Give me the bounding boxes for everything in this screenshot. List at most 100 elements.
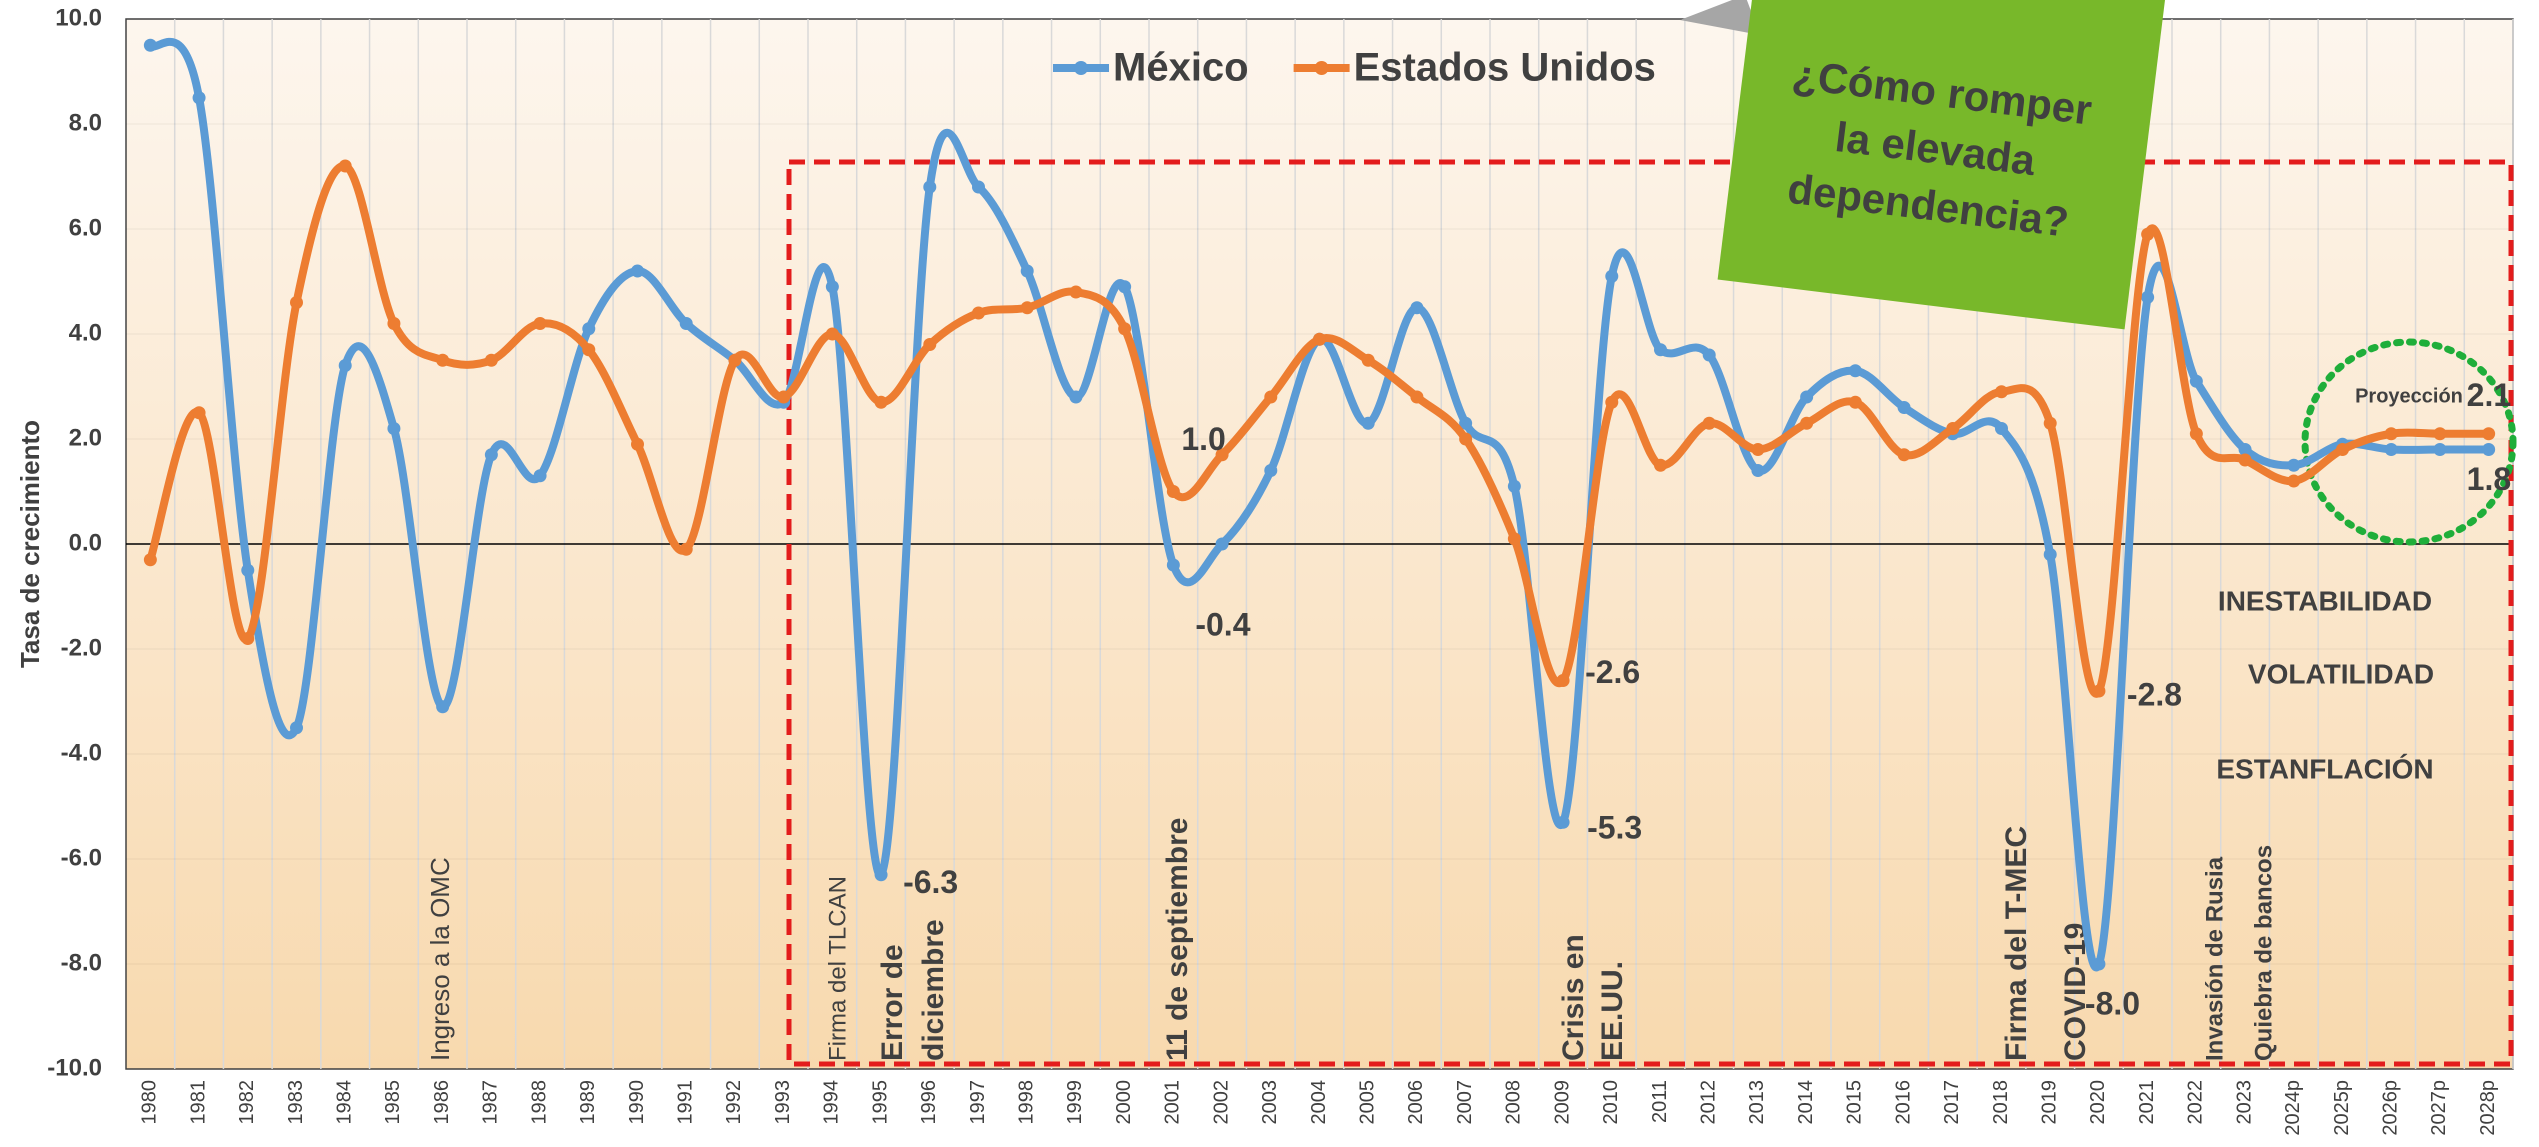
data-point [582,343,595,356]
x-tick-label: 2019 [2038,1080,2060,1125]
data-point [1021,301,1034,314]
x-tick-label: 2018 [1990,1080,2012,1125]
data-point [1995,422,2008,435]
x-tick-label: 1989 [577,1080,599,1125]
data-point [2482,443,2495,456]
x-tick-label: 2020 [2087,1080,2109,1125]
x-tick-label: 2015 [1844,1080,1866,1125]
x-tick-label: 1999 [1064,1080,1086,1125]
data-point [2044,548,2057,561]
data-label: -6.3 [903,864,958,900]
data-label: 2.1 [2467,377,2511,413]
event-annotation: diciembre [917,919,950,1061]
x-tick-label: 1981 [187,1080,209,1125]
data-label: -0.4 [1195,606,1250,642]
y-tick-label: -8.0 [61,949,102,976]
data-point [193,406,206,419]
data-point [2336,443,2349,456]
x-tick-label: 2006 [1405,1080,1427,1125]
x-tick-label: 2002 [1210,1080,1232,1125]
x-tick-label: 1995 [869,1080,891,1125]
chart: -10.0-8.0-6.0-4.0-2.00.02.04.06.08.010.0… [0,0,2539,1147]
data-point [1216,538,1229,551]
x-tick-label: 1997 [967,1080,989,1125]
event-annotation: Firma del T-MEC [2000,826,2033,1061]
x-tick-label: 1986 [431,1080,453,1125]
data-point [1751,464,1764,477]
data-point [534,317,547,330]
y-tick-label: -6.0 [61,844,102,871]
data-point [1167,559,1180,572]
y-tick-label: 2.0 [69,424,102,451]
data-point [290,721,303,734]
x-tick-label: 1985 [382,1080,404,1125]
data-point [485,448,498,461]
data-point [2482,427,2495,440]
data-point [1703,349,1716,362]
data-label: 1.0 [1181,421,1225,457]
data-point [2287,459,2300,472]
data-point [1508,532,1521,545]
x-tick-label: 1982 [236,1080,258,1125]
y-axis-label: Tasa de crecimiento [15,420,45,668]
data-point [2190,375,2203,388]
y-tick-label: 4.0 [69,319,102,346]
data-point [241,632,254,645]
data-label: 1.8 [2467,461,2511,497]
data-point [1849,364,1862,377]
data-point [534,469,547,482]
x-tick-label: 2027p [2428,1080,2450,1136]
data-point [875,868,888,881]
data-point [1703,417,1716,430]
data-point [2141,291,2154,304]
data-point [1508,480,1521,493]
x-tick-label: 2001 [1162,1080,1184,1125]
data-point [1800,417,1813,430]
data-point [1946,422,1959,435]
x-tick-label: 1992 [723,1080,745,1125]
x-tick-label: 1990 [626,1080,648,1125]
x-tick-label: 1983 [285,1080,307,1125]
x-tick-label: 1991 [674,1080,696,1125]
y-tick-label: -2.0 [61,634,102,661]
data-point [1605,270,1618,283]
event-annotation: Firma del TLCAN [824,876,851,1061]
data-point [923,338,936,351]
note: INESTABILIDAD [2218,585,2432,616]
y-tick-label: -4.0 [61,739,102,766]
x-tick-label: 2009 [1551,1080,1573,1125]
projection-label: Proyección [2355,385,2463,407]
data-point [1362,354,1375,367]
x-tick-label: 1987 [480,1080,502,1125]
legend-label: Estados Unidos [1354,46,1656,90]
x-tick-label: 2025p [2331,1080,2353,1136]
note: ESTANFLACIÓN [2216,753,2433,784]
data-point [2141,228,2154,241]
data-point [1264,464,1277,477]
x-tick-label: 2003 [1259,1080,1281,1125]
data-point [1459,433,1472,446]
data-point [1898,401,1911,414]
data-point [2287,475,2300,488]
data-point [1410,391,1423,404]
data-point [436,700,449,713]
x-tick-label: 2023 [2233,1080,2255,1125]
data-point [1069,391,1082,404]
data-point [680,543,693,556]
x-tick-label: 2011 [1649,1080,1671,1123]
y-tick-label: 8.0 [69,109,102,136]
data-point [2239,454,2252,467]
data-point [1069,286,1082,299]
x-tick-label: 2022 [2185,1080,2207,1125]
data-point [1557,674,1570,687]
data-point [1995,385,2008,398]
x-tick-label: 2024p [2282,1080,2304,1136]
data-point [485,354,498,367]
y-tick-label: -10.0 [47,1054,102,1081]
data-point [875,396,888,409]
x-tick-label: 1993 [772,1080,794,1125]
data-point [1654,459,1667,472]
x-tick-label: 1998 [1015,1080,1037,1125]
data-point [241,564,254,577]
legend-marker [1315,61,1329,75]
